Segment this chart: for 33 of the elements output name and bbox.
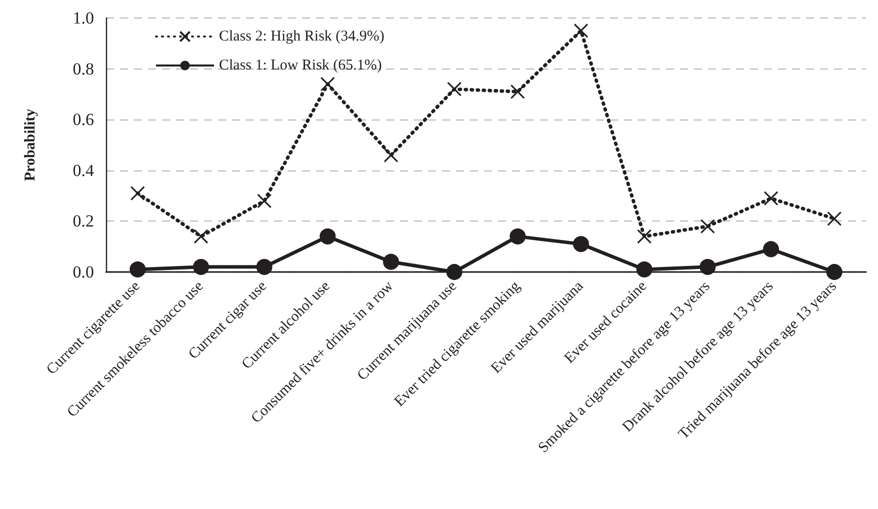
point [130,261,146,278]
point [193,258,209,275]
point [510,228,526,244]
y-tick-label: 0.8 [72,59,94,78]
point [826,264,842,280]
point [764,191,778,206]
y-tick-label: 1.0 [72,8,94,28]
point [573,236,589,252]
point [700,218,715,234]
point [383,254,399,270]
point [256,258,272,275]
y-axis-title: Probability [22,108,38,182]
point [194,229,208,244]
point [636,261,652,278]
point [637,229,652,244]
point [763,241,779,258]
point [827,211,842,226]
point [130,186,145,201]
point [574,23,588,38]
point [447,82,462,96]
y-tick-label: 0.6 [72,110,94,130]
point [700,258,716,275]
y-tick-label: 0.2 [72,212,94,231]
point [384,148,398,162]
y-tick-label: 0.4 [72,160,94,180]
point [320,228,336,244]
legend-label: Class 1: Low Risk (65.1%) [219,58,382,74]
legend-label: Class 2: High Risk (34.9%) [219,28,384,44]
point [446,264,462,280]
y-tick-label: 0.0 [72,262,94,282]
point [510,84,525,99]
point [257,194,272,208]
point [320,76,335,92]
